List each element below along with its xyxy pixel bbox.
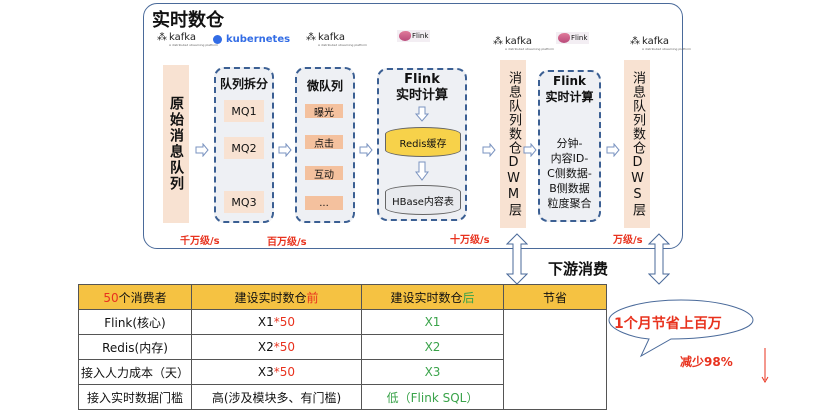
mq-item: MQ1 [224,100,264,122]
down-arrow-icon [415,161,429,181]
table-row: Flink(核心) X1*50 X1 [78,309,607,410]
down-arrow-icon [761,348,769,383]
rate-label: 万级/s [613,235,643,246]
micro-queue-title: 微队列 [306,79,343,93]
downstream-label: 下游消费 [548,260,609,278]
micro-item: 曝光 [305,104,343,119]
mq-item: MQ3 [224,191,264,213]
reduction-label: 减少98% [680,355,733,369]
kafka-icon: ⁂ [306,32,316,43]
kafka-icon: ⁂ [493,36,503,47]
table-row: 接入实时数据门槛 高(涉及模块多、有门槛) 低（Flink SQL） [78,384,607,410]
right-arrow-icon [195,143,209,157]
kubernetes-logo: kubernetes [213,34,290,45]
dws-layer: 消息队列数仓DWS层 [624,60,650,228]
flink-title: Flink [553,74,586,88]
kafka-logo: ⁂ kafka A distributed streaming platform [630,36,692,51]
callout-bubble [608,299,754,358]
rate-label: 十万级/s [450,235,490,246]
redis-cache: Redis缓存 [385,127,461,157]
right-arrow-icon [523,143,537,157]
mq-item: MQ2 [224,137,264,159]
flink-logo: Flink [397,30,431,42]
kafka-logo: ⁂ kafka A distributed streaming platform [157,32,219,47]
kafka-logo: ⁂ kafka A distributed streaming platform [306,32,368,47]
realtime-warehouse-panel [143,3,683,249]
rate-label: 千万级/s [180,236,220,247]
down-arrow-icon [415,106,429,122]
right-arrow-icon [278,143,292,157]
micro-item: 互动 [305,166,343,181]
flink-squirrel-icon [558,33,570,43]
flink-subtitle: 实时计算 [545,90,594,104]
flink-aggregation-box: Flink 实时计算 分钟- 内容ID- C侧数据- B侧数据 粒度聚合 [538,70,601,222]
micro-item: 点击 [305,135,343,150]
flink-subtitle: 实时计算 [395,88,448,103]
flink-title: Flink [404,72,440,87]
right-arrow-icon [359,143,373,157]
table-header: 50个消费者 建设实时数仓前 建设实时数仓后 节省 [78,284,607,310]
queue-split-title: 队列拆分 [219,77,268,91]
callout-text: 1个月节省上百万 [614,316,722,332]
hbase-table: HBase内容表 [385,185,461,215]
kafka-icon: ⁂ [157,32,167,43]
rate-label: 百万级/s [267,237,307,248]
kafka-logo: ⁂ kafka A distributed streaming platform [493,36,555,51]
micro-item: ... [305,196,343,210]
comparison-table: 50个消费者 建设实时数仓前 建设实时数仓后 节省 Flink(核心) X1*50… [78,284,607,410]
flink-logo: Flink [556,32,590,44]
table-row: Redis(内存) X2*50 X2 [78,334,607,360]
right-arrow-icon [606,143,620,157]
source-queue: 原始消息队列 [163,65,189,223]
dwm-layer: 消息队列数仓DWM层 [500,60,526,228]
double-arrow-icon [506,233,528,285]
panel-title: 实时数仓 [152,10,224,31]
right-arrow-icon [482,143,496,157]
flink-squirrel-icon [399,31,411,41]
savings-cell [503,309,607,410]
aggregation-description: 分钟- 内容ID- C侧数据- B侧数据 粒度聚合 [547,137,592,210]
kafka-icon: ⁂ [630,36,640,47]
double-arrow-icon [648,233,670,285]
kubernetes-icon [213,35,222,44]
table-row: 接入人力成本（天） X3*50 X3 [78,359,607,385]
